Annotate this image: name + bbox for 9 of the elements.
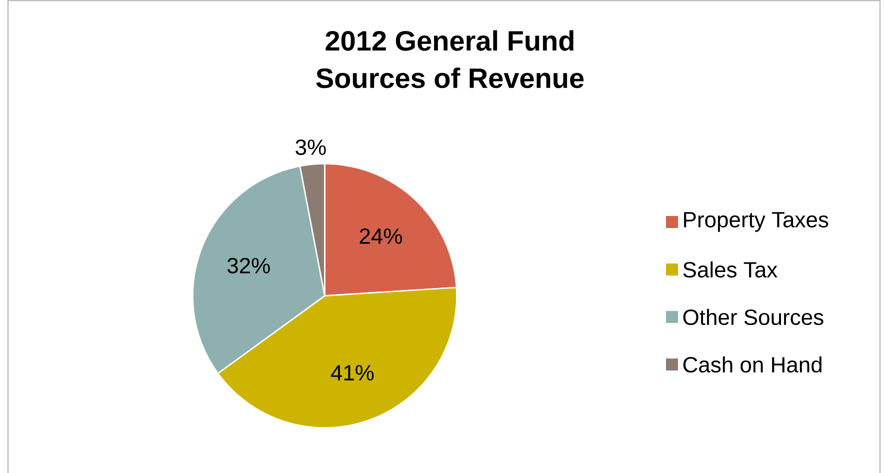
legend-label: Cash on Hand (683, 356, 822, 373)
data-label: 32% (227, 258, 270, 274)
legend-label: Sales Tax (683, 261, 778, 278)
data-label: 3% (296, 139, 326, 156)
chart-title: 2012 General Fund Sources of Revenue (316, 30, 584, 88)
data-label: 24% (360, 228, 402, 244)
data-label: 41% (330, 365, 374, 380)
legend-label: Other Sources (683, 308, 824, 326)
legend-label: Property Taxes (684, 212, 828, 232)
